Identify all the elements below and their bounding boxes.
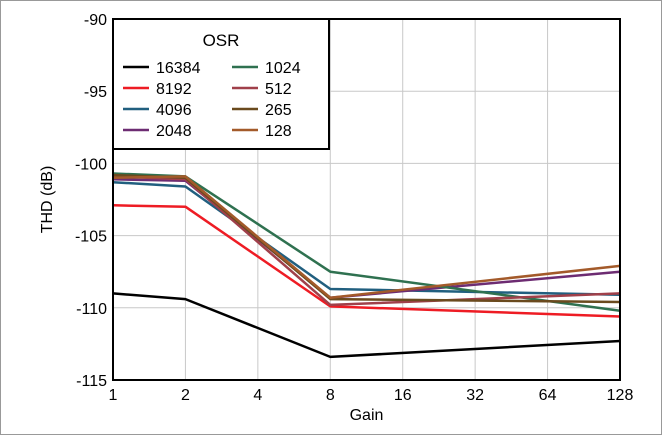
y-tick-label: -90 [84,12,107,29]
series-line-1024 [112,172,621,312]
y-tick-labels: -90 -95 -100 -105 -110 -115 [75,12,107,390]
series-line-16384 [112,292,621,359]
series-line-8192 [112,204,621,318]
legend-label: 16384 [156,60,201,77]
legend-label: 1024 [265,60,301,77]
x-tick-label: 1 [109,387,118,404]
legend-items: 16384 8192 4096 2048 1024 512 265 128 [123,60,301,140]
legend-label: 265 [265,102,292,119]
legend-label: 4096 [156,102,192,119]
y-tick-label: -95 [84,84,107,101]
legend-title: OSR [203,31,240,50]
x-tick-label: 8 [326,387,335,404]
series-line-128 [112,175,621,299]
legend-label: 8192 [156,81,192,98]
legend-label: 128 [265,123,292,140]
x-tick-label: 128 [607,387,634,404]
plot-border [112,18,621,381]
x-tick-label: 64 [539,387,557,404]
x-tick-labels: 1 2 4 8 16 32 64 128 [109,387,634,404]
x-tick-label: 16 [394,387,412,404]
series-lines [112,172,621,359]
y-tick-label: -110 [76,301,107,318]
legend-box [112,18,330,150]
x-tick-label: 32 [466,387,484,404]
legend-label: 2048 [156,123,192,140]
legend-label: 512 [265,81,292,98]
x-tick-label: 4 [253,387,262,404]
y-tick-label: -100 [75,156,107,173]
x-axis-label: Gain [350,407,384,424]
y-tick-label: -105 [75,229,107,246]
x-tick-label: 2 [181,387,190,404]
y-tick-label: -115 [76,373,107,390]
y-axis-label: THD (dB) [39,166,56,234]
legend: OSR 16384 8192 4096 2048 1024 512 265 128 [112,18,330,150]
